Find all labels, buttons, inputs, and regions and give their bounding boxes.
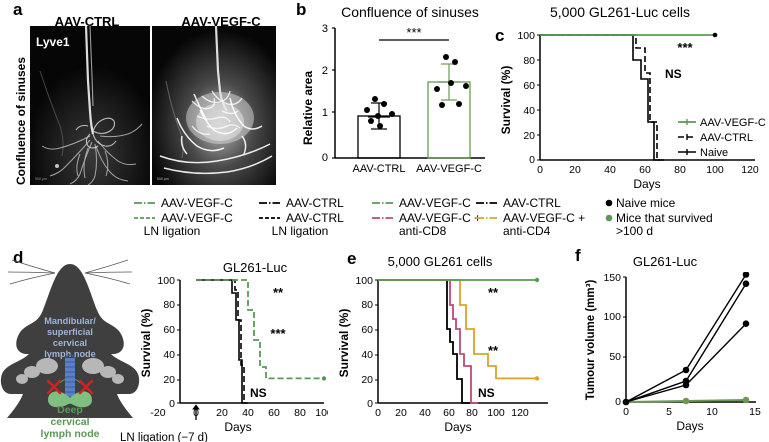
svg-text:0: 0 — [529, 154, 535, 166]
svg-text:100: 100 — [487, 407, 505, 419]
svg-text:80: 80 — [361, 299, 373, 311]
svg-text:100: 100 — [157, 275, 175, 287]
svg-text:40: 40 — [163, 349, 175, 361]
svg-text:superficial: superficial — [47, 327, 93, 337]
svg-text:0: 0 — [537, 164, 543, 176]
svg-text:**: ** — [273, 285, 284, 300]
svg-text:60: 60 — [268, 407, 280, 419]
svg-text:Lyve1: Lyve1 — [36, 35, 70, 49]
svg-text:100: 100 — [603, 311, 621, 323]
svg-text:40: 40 — [419, 407, 431, 419]
svg-text:60: 60 — [523, 80, 535, 92]
svg-text:40: 40 — [361, 349, 373, 361]
svg-text:20: 20 — [523, 130, 535, 142]
svg-text:1: 1 — [322, 107, 328, 119]
svg-text:AAV-VEGF-C +: AAV-VEGF-C + — [503, 211, 585, 225]
svg-text:-20: -20 — [150, 407, 165, 419]
svg-text:20: 20 — [163, 374, 175, 386]
svg-text:Days: Days — [676, 419, 703, 433]
svg-text:120: 120 — [741, 164, 759, 176]
svg-text:AAV-CTRL: AAV-CTRL — [286, 211, 344, 225]
svg-text:Days: Days — [633, 177, 660, 191]
svg-text:60: 60 — [639, 164, 651, 176]
svg-text:**: ** — [488, 343, 499, 358]
svg-text:cervical: cervical — [53, 338, 87, 348]
svg-text:AAV-CTRL: AAV-CTRL — [353, 163, 406, 175]
svg-text:>100 d: >100 d — [616, 224, 653, 238]
svg-text:**: ** — [488, 285, 499, 300]
svg-text:NS: NS — [665, 67, 682, 81]
svg-text:NS: NS — [250, 386, 267, 400]
svg-text:80: 80 — [163, 299, 175, 311]
svg-text:Naive mice: Naive mice — [616, 196, 676, 210]
svg-text:500 µm: 500 µm — [157, 177, 169, 181]
svg-text:40: 40 — [604, 164, 616, 176]
svg-text:Mice that survived: Mice that survived — [616, 211, 713, 225]
svg-text:NS: NS — [478, 386, 495, 400]
svg-text:LN ligation: LN ligation — [272, 224, 329, 238]
svg-text:AAV-VEGF-C: AAV-VEGF-C — [416, 163, 482, 175]
svg-text:120: 120 — [511, 407, 529, 419]
svg-text:0: 0 — [375, 407, 381, 419]
svg-text:Days: Days — [444, 420, 471, 434]
svg-text:LN ligation: LN ligation — [144, 224, 201, 238]
svg-text:50: 50 — [609, 351, 621, 363]
svg-text:0: 0 — [322, 152, 328, 164]
svg-text:40: 40 — [523, 105, 535, 117]
svg-text:Naive: Naive — [700, 147, 728, 159]
svg-text:20: 20 — [395, 407, 407, 419]
svg-text:500 µm: 500 µm — [35, 177, 47, 181]
svg-text:AAV-VEGF-C: AAV-VEGF-C — [399, 196, 471, 210]
svg-text:AAV-VEGF-C: AAV-VEGF-C — [161, 196, 233, 210]
svg-text:Relative area: Relative area — [301, 71, 315, 145]
svg-text:***: *** — [270, 326, 286, 341]
svg-text:Survival (%): Survival (%) — [338, 309, 351, 378]
svg-text:***: *** — [677, 40, 693, 55]
svg-text:AAV-CTRL: AAV-CTRL — [700, 132, 753, 144]
svg-text:Mandibular/: Mandibular/ — [44, 316, 96, 326]
svg-text:100: 100 — [517, 30, 535, 42]
svg-text:100: 100 — [355, 275, 373, 287]
svg-text:AAV-VEGF-C: AAV-VEGF-C — [700, 117, 766, 129]
svg-text:anti-CD8: anti-CD8 — [399, 224, 447, 238]
svg-text:3: 3 — [322, 23, 328, 35]
svg-text:15: 15 — [749, 406, 761, 418]
svg-text:80: 80 — [674, 164, 686, 176]
svg-text:***: *** — [406, 25, 421, 40]
svg-text:0: 0 — [615, 396, 621, 408]
svg-text:AAV-CTRL: AAV-CTRL — [286, 196, 344, 210]
svg-text:80: 80 — [466, 407, 478, 419]
svg-text:100: 100 — [706, 164, 724, 176]
svg-text:60: 60 — [361, 324, 373, 336]
svg-text:Tumour volume (mm³): Tumour volume (mm³) — [585, 280, 597, 401]
svg-text:100: 100 — [315, 407, 328, 419]
svg-text:150: 150 — [603, 272, 621, 284]
svg-text:Deep: Deep — [57, 404, 83, 416]
svg-text:lymph node: lymph node — [44, 349, 96, 359]
svg-text:80: 80 — [294, 407, 306, 419]
svg-text:20: 20 — [569, 164, 581, 176]
svg-text:60: 60 — [443, 407, 455, 419]
svg-text:0: 0 — [623, 406, 629, 418]
svg-text:AAV-VEGF-C: AAV-VEGF-C — [161, 211, 233, 225]
svg-text:20: 20 — [361, 374, 373, 386]
svg-text:80: 80 — [523, 55, 535, 67]
svg-text:20: 20 — [216, 407, 228, 419]
svg-text:Survival (%): Survival (%) — [500, 66, 513, 135]
svg-text:5: 5 — [666, 406, 672, 418]
svg-text:40: 40 — [242, 407, 254, 419]
svg-text:60: 60 — [163, 324, 175, 336]
svg-text:anti-CD4: anti-CD4 — [503, 224, 551, 238]
svg-text:0: 0 — [169, 398, 175, 410]
svg-text:2: 2 — [322, 65, 328, 77]
svg-text:10: 10 — [706, 406, 718, 418]
svg-text:Survival (%): Survival (%) — [139, 309, 153, 378]
svg-text:AAV-VEGF-C +: AAV-VEGF-C + — [399, 211, 481, 225]
svg-text:0: 0 — [367, 398, 373, 410]
svg-text:AAV-CTRL: AAV-CTRL — [503, 196, 561, 210]
